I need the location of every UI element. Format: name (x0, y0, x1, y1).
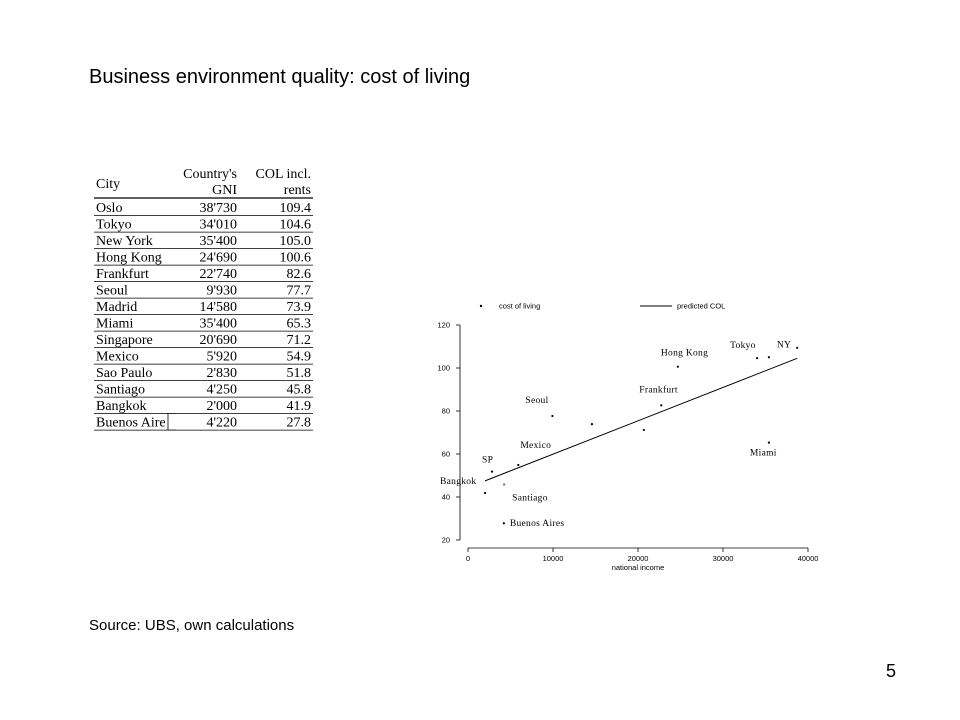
table-cell-gni: 22'740 (199, 267, 237, 282)
table-cell-city: Buenos Aires (96, 416, 171, 431)
table-cell-col: 51.8 (287, 366, 312, 381)
table-cell-gni: 34'010 (199, 218, 237, 233)
table-cell-city: Madrid (96, 300, 137, 315)
table-header-gni: GNI (212, 183, 237, 198)
table-cell-col: 104.6 (280, 218, 312, 233)
x-tick-label: 40000 (798, 554, 819, 563)
table-cell-city: Seoul (96, 284, 128, 299)
x-axis-label: national income (612, 563, 665, 572)
scatter-chart: 20 40 60 80 100 120 0 10000 20000 30000 40000 natio… (437, 302, 819, 573)
table-cell-col: 105.0 (280, 234, 312, 249)
table-header-col: COL incl. (256, 167, 311, 182)
point-label: Buenos Aires (510, 519, 565, 529)
point-label: Miami (750, 449, 777, 459)
table-cell-col: 45.8 (287, 383, 312, 398)
point-label: Seoul (525, 396, 548, 406)
page-number: 5 (886, 661, 897, 681)
scatter-point (767, 441, 770, 444)
y-tick-label: 20 (442, 536, 450, 545)
point-label: Hong Kong (661, 349, 708, 359)
y-tick-label: 120 (437, 321, 450, 330)
table-cell-col: 77.7 (287, 284, 312, 299)
table-cell-gni: 35'400 (199, 317, 237, 332)
scatter-point (502, 522, 505, 525)
legend-label: predicted COL (677, 302, 725, 311)
scatter-point (517, 463, 520, 467)
table-cell-col: 54.9 (287, 350, 312, 365)
x-tick-label: 0 (466, 554, 470, 563)
table-cell-city: Miami (96, 317, 133, 332)
table-cell-col: 73.9 (287, 300, 312, 315)
scatter-point (551, 414, 554, 418)
scatter-point (483, 491, 487, 495)
table-cell-col: 27.8 (287, 416, 312, 431)
table-cell-city: Tokyo (96, 218, 132, 233)
x-tick-label: 20000 (628, 554, 649, 563)
table-cell-col: 109.4 (280, 201, 312, 216)
scatter-point (590, 423, 594, 426)
point-label: Bangkok (440, 477, 476, 487)
table-cell-gni: 24'690 (199, 251, 237, 266)
table-header-gni: Country's (183, 167, 237, 182)
table-cell-gni: 9'930 (206, 284, 237, 299)
point-label: SP (482, 456, 493, 466)
scatter-point (642, 428, 645, 432)
table-cell-gni: 20'690 (199, 333, 237, 348)
y-tick-label: 60 (442, 450, 450, 459)
table-cell-gni: 14'580 (199, 300, 237, 315)
table-cell-city: New York (96, 234, 153, 249)
table-cell-gni: 5'920 (206, 350, 237, 365)
table-cell-clip (166, 413, 176, 430)
table-cell-city: Sao Paulo (96, 366, 152, 381)
scatter-point (676, 365, 679, 368)
point-label: Frankfurt (639, 384, 678, 395)
table-cell-city: Hong Kong (96, 251, 162, 266)
scatter-point (503, 483, 506, 486)
y-tick-label: 100 (437, 364, 450, 373)
legend-marker-cost-of-living (479, 304, 483, 308)
table-cell-gni: 35'400 (199, 234, 237, 249)
table-cell-city: Frankfurt (96, 267, 149, 282)
table-cell-gni: 38'730 (199, 201, 237, 216)
y-tick-label: 80 (442, 407, 450, 416)
table-cell-col: 71.2 (287, 333, 312, 348)
y-tick-label: 40 (442, 493, 450, 502)
legend-label: cost of living (499, 302, 540, 311)
scatter-point (660, 404, 663, 407)
point-label: Tokyo (730, 341, 756, 351)
table-cell-city: Santiago (96, 383, 145, 398)
table-cell-gni: 2'830 (206, 366, 237, 381)
point-label: Mexico (520, 441, 551, 451)
table-cell-col: 65.3 (287, 317, 312, 332)
fit-line (484, 357, 798, 482)
table-header-city: City (96, 177, 120, 192)
table-cell-city: Mexico (96, 350, 139, 365)
table-cell-gni: 4'250 (206, 383, 237, 398)
scatter-point (767, 356, 770, 359)
scatter-point (755, 357, 759, 360)
table-cell-col: 82.6 (287, 267, 312, 282)
x-tick-label: 10000 (543, 554, 564, 563)
point-label: NY (777, 340, 791, 350)
table-cell-city: Singapore (96, 333, 153, 348)
table-cell-col: 100.6 (280, 251, 312, 266)
table-cell-gni: 2'000 (206, 399, 237, 414)
x-tick-label: 30000 (713, 554, 734, 563)
slide-title: Business environment quality: cost of li… (89, 66, 471, 88)
scatter-point (490, 470, 494, 473)
point-label: Santiago (512, 494, 548, 504)
scatter-point (796, 346, 799, 349)
table-cell-city: Bangkok (96, 399, 147, 414)
source-note: Source: UBS, own calculations (89, 617, 295, 634)
table-cell-city: Oslo (96, 201, 122, 216)
table-cell-gni: 4'220 (206, 416, 237, 431)
table-header-col: rents (284, 183, 311, 198)
table-cell-col: 41.9 (287, 399, 312, 414)
